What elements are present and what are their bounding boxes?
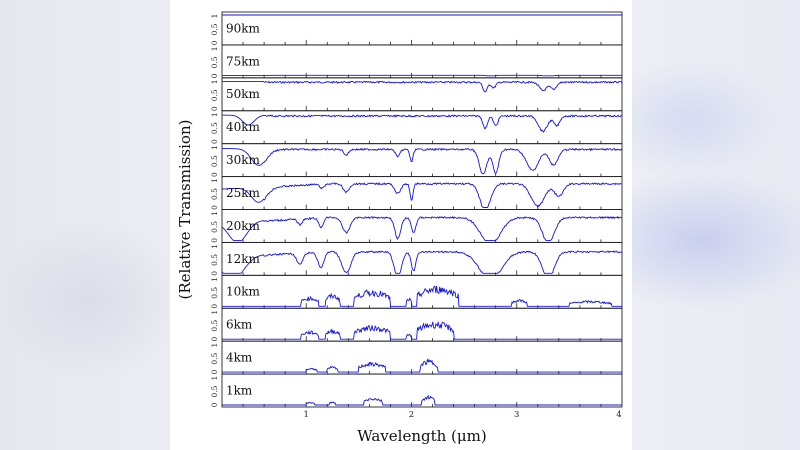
panel-frame bbox=[221, 209, 623, 243]
spectrum-line bbox=[222, 285, 622, 307]
panel-frame bbox=[221, 143, 623, 178]
y-tick-label: 1 bbox=[210, 178, 219, 183]
x-tick-label: 4 bbox=[616, 410, 621, 420]
panel-label: 10km bbox=[226, 285, 261, 299]
spectrum-line bbox=[221, 215, 623, 241]
y-tick-label: 0 bbox=[210, 238, 219, 243]
panel-frame bbox=[221, 340, 623, 375]
spectrum-line bbox=[221, 250, 623, 274]
y-tick-label: 1 bbox=[210, 112, 219, 117]
panel-label: 12km bbox=[226, 252, 261, 266]
panel-label: 50km bbox=[226, 87, 261, 101]
y-tick-label: 0.5 bbox=[210, 188, 219, 200]
y-tick-label: 0 bbox=[210, 40, 219, 45]
spectrum-line bbox=[222, 358, 622, 373]
y-tick-label: 0.5 bbox=[210, 56, 219, 68]
panel-frame bbox=[221, 307, 623, 342]
spectrum-line bbox=[222, 114, 623, 133]
y-tick-label: 0 bbox=[210, 304, 219, 309]
x-axis-label: Wavelength (μm) bbox=[357, 427, 486, 445]
y-tick-label: 1 bbox=[210, 145, 219, 150]
y-tick-label: 0 bbox=[210, 369, 219, 374]
panel-label: 90km bbox=[226, 21, 261, 35]
y-tick-label: 0.5 bbox=[210, 320, 219, 332]
x-tick-label: 3 bbox=[514, 410, 519, 420]
y-tick-label: 0.5 bbox=[210, 385, 219, 397]
panel-frame bbox=[221, 44, 623, 79]
panel-label: 1km bbox=[226, 383, 253, 397]
x-tick-label: 1 bbox=[303, 410, 308, 420]
y-tick-label: 0 bbox=[210, 205, 219, 210]
y-tick-label: 1 bbox=[210, 47, 219, 52]
y-tick-label: 0.5 bbox=[210, 89, 219, 101]
y-tick-label: 1 bbox=[210, 343, 219, 348]
y-tick-label: 0 bbox=[210, 337, 219, 342]
y-tick-label: 0.5 bbox=[210, 23, 219, 35]
panel-frame bbox=[221, 11, 623, 46]
y-tick-label: 1 bbox=[210, 211, 219, 216]
panel-label: 40km bbox=[226, 120, 261, 134]
y-tick-label: 1 bbox=[210, 277, 219, 282]
panel-label: 30km bbox=[226, 153, 261, 167]
y-tick-label: 0 bbox=[210, 271, 219, 276]
x-tick-label: 2 bbox=[409, 410, 414, 420]
panel-label: 6km bbox=[226, 318, 253, 332]
y-tick-label: 0 bbox=[210, 139, 219, 144]
y-tick-label: 0.5 bbox=[210, 287, 219, 299]
y-tick-label: 1 bbox=[210, 376, 219, 381]
spectrum-line bbox=[222, 74, 622, 77]
y-tick-label: 0 bbox=[210, 172, 219, 177]
y-tick-label: 0 bbox=[210, 402, 219, 407]
panel-frame bbox=[221, 241, 623, 276]
y-tick-label: 0.5 bbox=[210, 221, 219, 233]
y-tick-label: 1 bbox=[210, 310, 219, 315]
y-tick-label: 0.5 bbox=[210, 352, 219, 364]
spectrum-line bbox=[222, 321, 622, 340]
spectrum-line bbox=[222, 394, 622, 406]
y-tick-label: 0.5 bbox=[210, 122, 219, 134]
panel-label: 25km bbox=[226, 186, 261, 200]
y-tick-label: 1 bbox=[210, 14, 219, 19]
y-tick-label: 1 bbox=[210, 244, 219, 249]
panel-label: 75km bbox=[226, 54, 261, 68]
y-tick-label: 0 bbox=[210, 106, 219, 111]
spectrum-line bbox=[221, 181, 623, 208]
spectrum-line bbox=[222, 147, 623, 175]
y-axis-label: (Relative Transmission) bbox=[176, 120, 194, 300]
y-tick-label: 0.5 bbox=[210, 155, 219, 167]
y-tick-label: 1 bbox=[210, 79, 219, 84]
y-tick-label: 0 bbox=[210, 73, 219, 78]
panel-frame bbox=[221, 274, 623, 309]
panel-label: 20km bbox=[226, 219, 261, 233]
y-tick-label: 0.5 bbox=[210, 254, 219, 266]
spectrum-line bbox=[222, 80, 623, 93]
panel-frame bbox=[221, 373, 623, 408]
panel-label: 4km bbox=[226, 351, 253, 365]
